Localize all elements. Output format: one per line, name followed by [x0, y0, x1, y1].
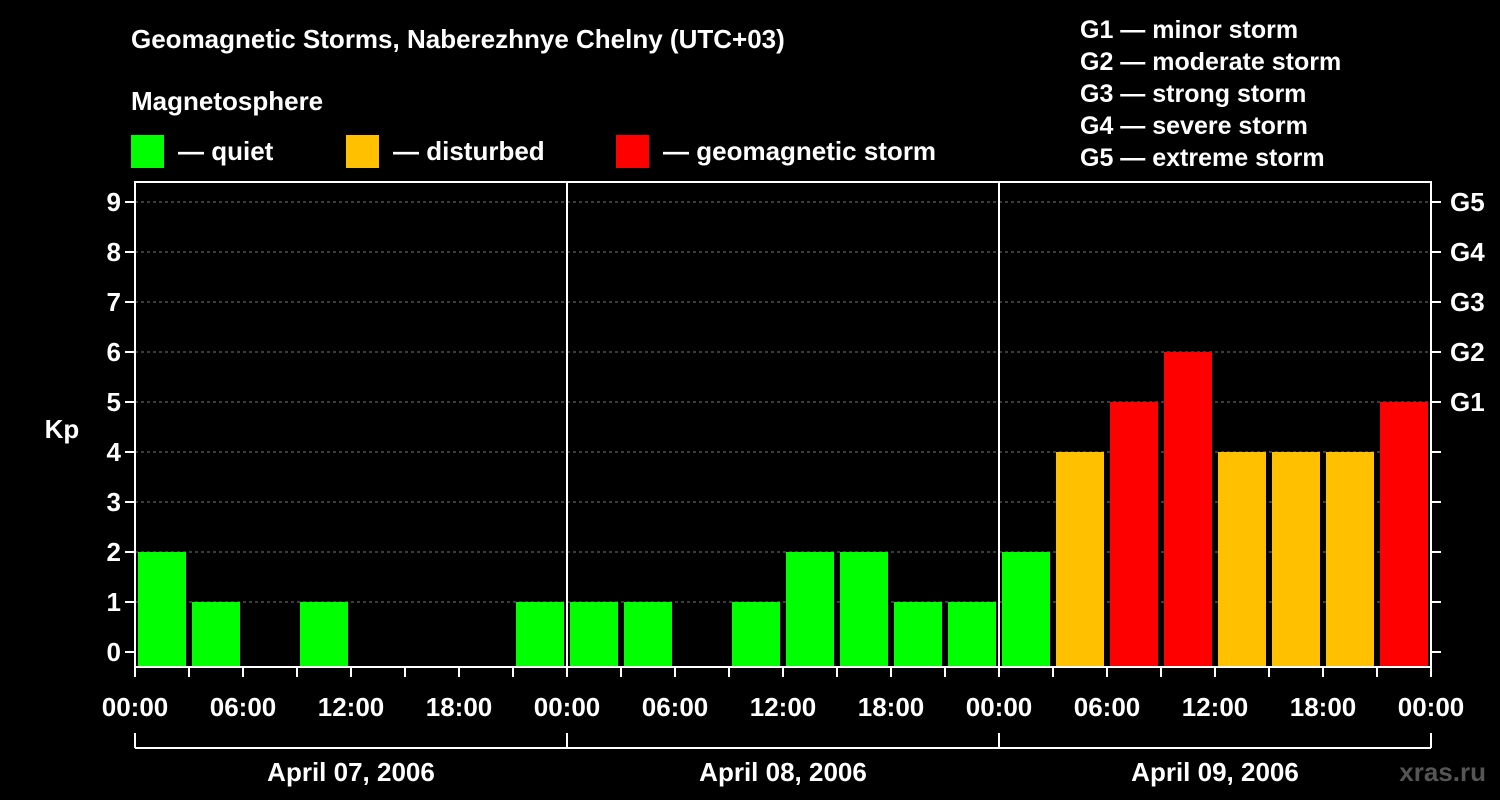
x-tick-label: 12:00	[318, 692, 385, 722]
kp-bar	[1002, 552, 1050, 667]
y-tick-label: 5	[107, 387, 121, 417]
legend-swatch-quiet	[131, 134, 164, 168]
x-tick-label: 06:00	[642, 692, 709, 722]
x-tick-label: 00:00	[966, 692, 1033, 722]
g-scale-label: G1	[1450, 387, 1485, 417]
x-tick-label: 12:00	[750, 692, 817, 722]
y-axis-label: Kp	[45, 414, 80, 444]
storm-scale-g5: G5 — extreme storm	[1080, 144, 1325, 172]
g-scale-label: G5	[1450, 187, 1485, 217]
storm-scale-g2: G2 — moderate storm	[1080, 48, 1342, 76]
kp-bar	[948, 602, 996, 667]
g-scale-label: G3	[1450, 287, 1485, 317]
y-tick-label: 0	[107, 637, 121, 667]
kp-bar	[840, 552, 888, 667]
kp-bar	[1380, 402, 1428, 667]
x-tick-label: 00:00	[1398, 692, 1465, 722]
legend-disturbed: — disturbed	[346, 134, 545, 168]
kp-bar	[138, 552, 186, 667]
x-tick-label: 18:00	[426, 692, 493, 722]
legend-quiet: — quiet	[131, 134, 273, 168]
kp-bar	[1272, 452, 1320, 667]
y-tick-label: 4	[107, 437, 122, 467]
kp-bar	[192, 602, 240, 667]
kp-bar	[1056, 452, 1104, 667]
kp-bar	[1164, 352, 1212, 667]
x-tick-label: 00:00	[102, 692, 169, 722]
kp-bar	[1110, 402, 1158, 667]
kp-bars	[138, 352, 1428, 667]
x-tick-label: 18:00	[858, 692, 925, 722]
x-tick-label: 18:00	[1290, 692, 1357, 722]
day-label: April 07, 2006	[267, 757, 435, 787]
kp-bar	[786, 552, 834, 667]
day-label: April 08, 2006	[699, 757, 867, 787]
kp-bar	[300, 602, 348, 667]
kp-bar	[732, 602, 780, 667]
storm-scale-g3: G3 — strong storm	[1080, 80, 1307, 108]
y-tick-label: 1	[107, 587, 121, 617]
axes: 0 1 2 3 4 5 6 7 8 9 G1 G2 G3 G4 G5 00:00 06:00 12:00 18:00…	[102, 181, 1485, 787]
grid-lines	[135, 201, 1431, 603]
g-scale-label: G4	[1450, 237, 1485, 267]
legend-swatch-storm	[616, 134, 649, 168]
day-label: April 09, 2006	[1131, 757, 1299, 787]
storm-scale-list: G1 — minor storm G2 — moderate storm G3 …	[1080, 14, 1341, 174]
g-scale-label: G2	[1450, 337, 1485, 367]
kp-bar	[894, 602, 942, 667]
storm-scale-g4: G4 — severe storm	[1080, 112, 1308, 140]
kp-bar	[570, 602, 618, 667]
legend-label-storm: — geomagnetic storm	[663, 135, 937, 166]
y-tick-label: 8	[107, 237, 121, 267]
chart-title: Geomagnetic Storms, Naberezhnye Chelny (…	[131, 24, 785, 54]
y-tick-label: 3	[107, 487, 121, 517]
magnetosphere-label: Magnetosphere	[131, 86, 324, 116]
y-tick-label: 2	[107, 537, 121, 567]
legend-label-quiet: — quiet	[178, 135, 274, 166]
x-tick-label: 06:00	[1074, 692, 1141, 722]
legend-label-disturbed: — disturbed	[393, 135, 545, 166]
kp-bar	[624, 602, 672, 667]
x-tick-label: 12:00	[1182, 692, 1249, 722]
x-tick-label: 00:00	[534, 692, 601, 722]
kp-bar	[1218, 452, 1266, 667]
y-tick-label: 6	[107, 337, 121, 367]
legend-storm: — geomagnetic storm	[616, 134, 936, 168]
kp-bar	[516, 602, 564, 667]
kp-bar	[1326, 452, 1374, 667]
x-tick-label: 06:00	[210, 692, 277, 722]
legend-swatch-disturbed	[346, 134, 379, 168]
watermark: xras.ru	[1399, 757, 1486, 787]
y-tick-label: 9	[107, 187, 121, 217]
storm-scale-g1: G1 — minor storm	[1080, 16, 1299, 44]
y-tick-label: 7	[107, 287, 121, 317]
